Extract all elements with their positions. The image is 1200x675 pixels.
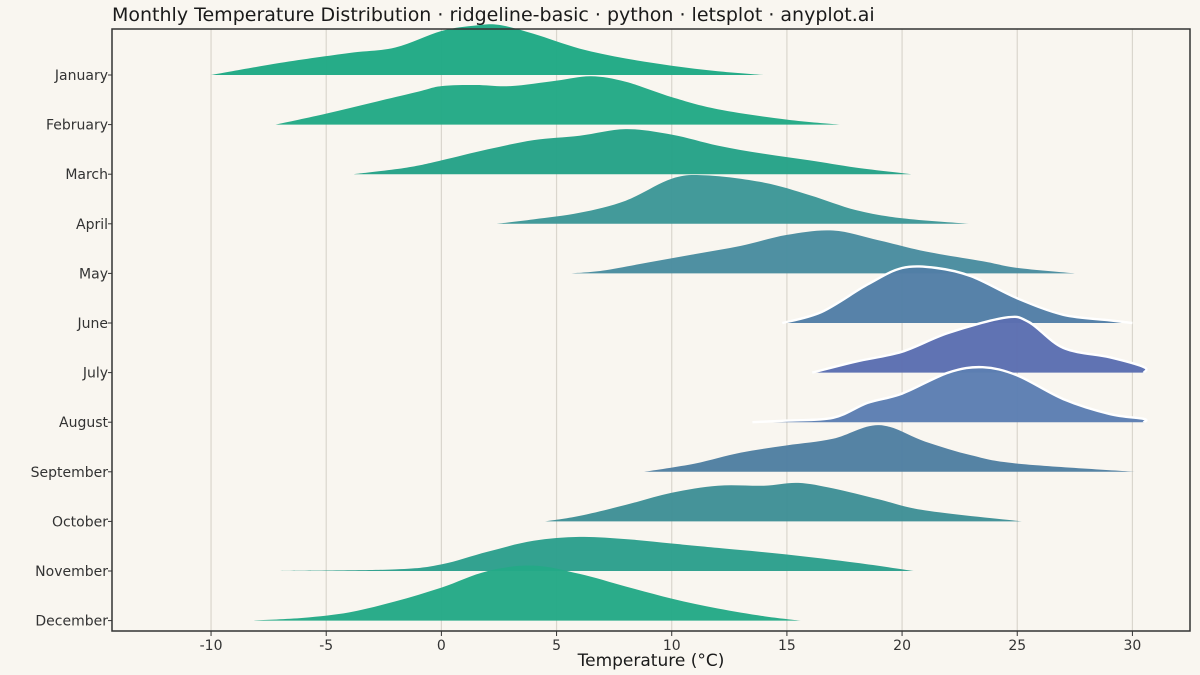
ridge-january	[211, 24, 764, 75]
ridge-area	[812, 316, 1147, 373]
ridge-september	[644, 425, 1135, 472]
month-label-december: December	[35, 614, 108, 630]
x-axis-label: Temperature (°C)	[577, 651, 725, 671]
chart-title: Monthly Temperature Distribution · ridge…	[112, 4, 875, 26]
ridge-area	[211, 24, 764, 75]
ridge-area	[644, 425, 1135, 472]
ridge-march	[353, 129, 912, 175]
month-label-may: May	[79, 266, 108, 282]
x-tick-label: -5	[319, 638, 333, 654]
ridge-area	[570, 230, 1075, 274]
month-label-november: November	[35, 564, 108, 580]
ridge-area	[752, 367, 1147, 423]
x-tick-label: 25	[1008, 638, 1026, 654]
month-label-february: February	[46, 118, 108, 134]
x-tick-label: 20	[893, 638, 911, 654]
x-tick-label: 0	[437, 638, 446, 654]
ridge-area	[496, 175, 969, 224]
ridge-outline	[752, 365, 1148, 424]
month-label-march: March	[65, 167, 108, 183]
plot-frame	[111, 28, 1191, 632]
ridge-august	[752, 365, 1148, 424]
month-label-june: June	[77, 316, 109, 332]
ridge-area	[353, 129, 912, 175]
ridge-area	[275, 76, 840, 125]
month-labels: January February March April May June July Augu…	[31, 68, 112, 630]
ridge-may	[570, 230, 1075, 274]
x-tick-label: 10	[663, 638, 681, 654]
ridge-june	[781, 265, 1133, 325]
ridge-area	[545, 482, 1022, 522]
x-ticks: -10 -5 0 5 10 15 20 25 30	[200, 631, 1142, 654]
ridge-july	[811, 315, 1148, 374]
ridge-outline	[781, 265, 1133, 325]
x-tick-label: 15	[778, 638, 796, 654]
ridge-area	[252, 565, 801, 621]
month-label-august: August	[59, 415, 109, 431]
month-label-july: July	[82, 366, 108, 382]
ridge-december	[252, 565, 801, 621]
x-tick-label: 5	[552, 638, 561, 654]
ridge-outline	[811, 315, 1148, 374]
x-tick-label: -10	[200, 638, 223, 654]
ridge-area	[280, 536, 914, 571]
ridge-area	[782, 266, 1133, 323]
ridge-february	[275, 76, 840, 125]
month-label-april: April	[76, 217, 108, 233]
month-label-october: October	[52, 514, 108, 530]
grid-lines	[210, 29, 1134, 631]
ridge-november	[280, 536, 914, 571]
ridge-april	[496, 175, 969, 224]
ridge-october	[545, 482, 1022, 522]
month-label-january: January	[54, 68, 108, 84]
x-tick-label: 30	[1124, 638, 1142, 654]
month-label-september: September	[31, 465, 109, 481]
ridges	[211, 24, 1148, 621]
